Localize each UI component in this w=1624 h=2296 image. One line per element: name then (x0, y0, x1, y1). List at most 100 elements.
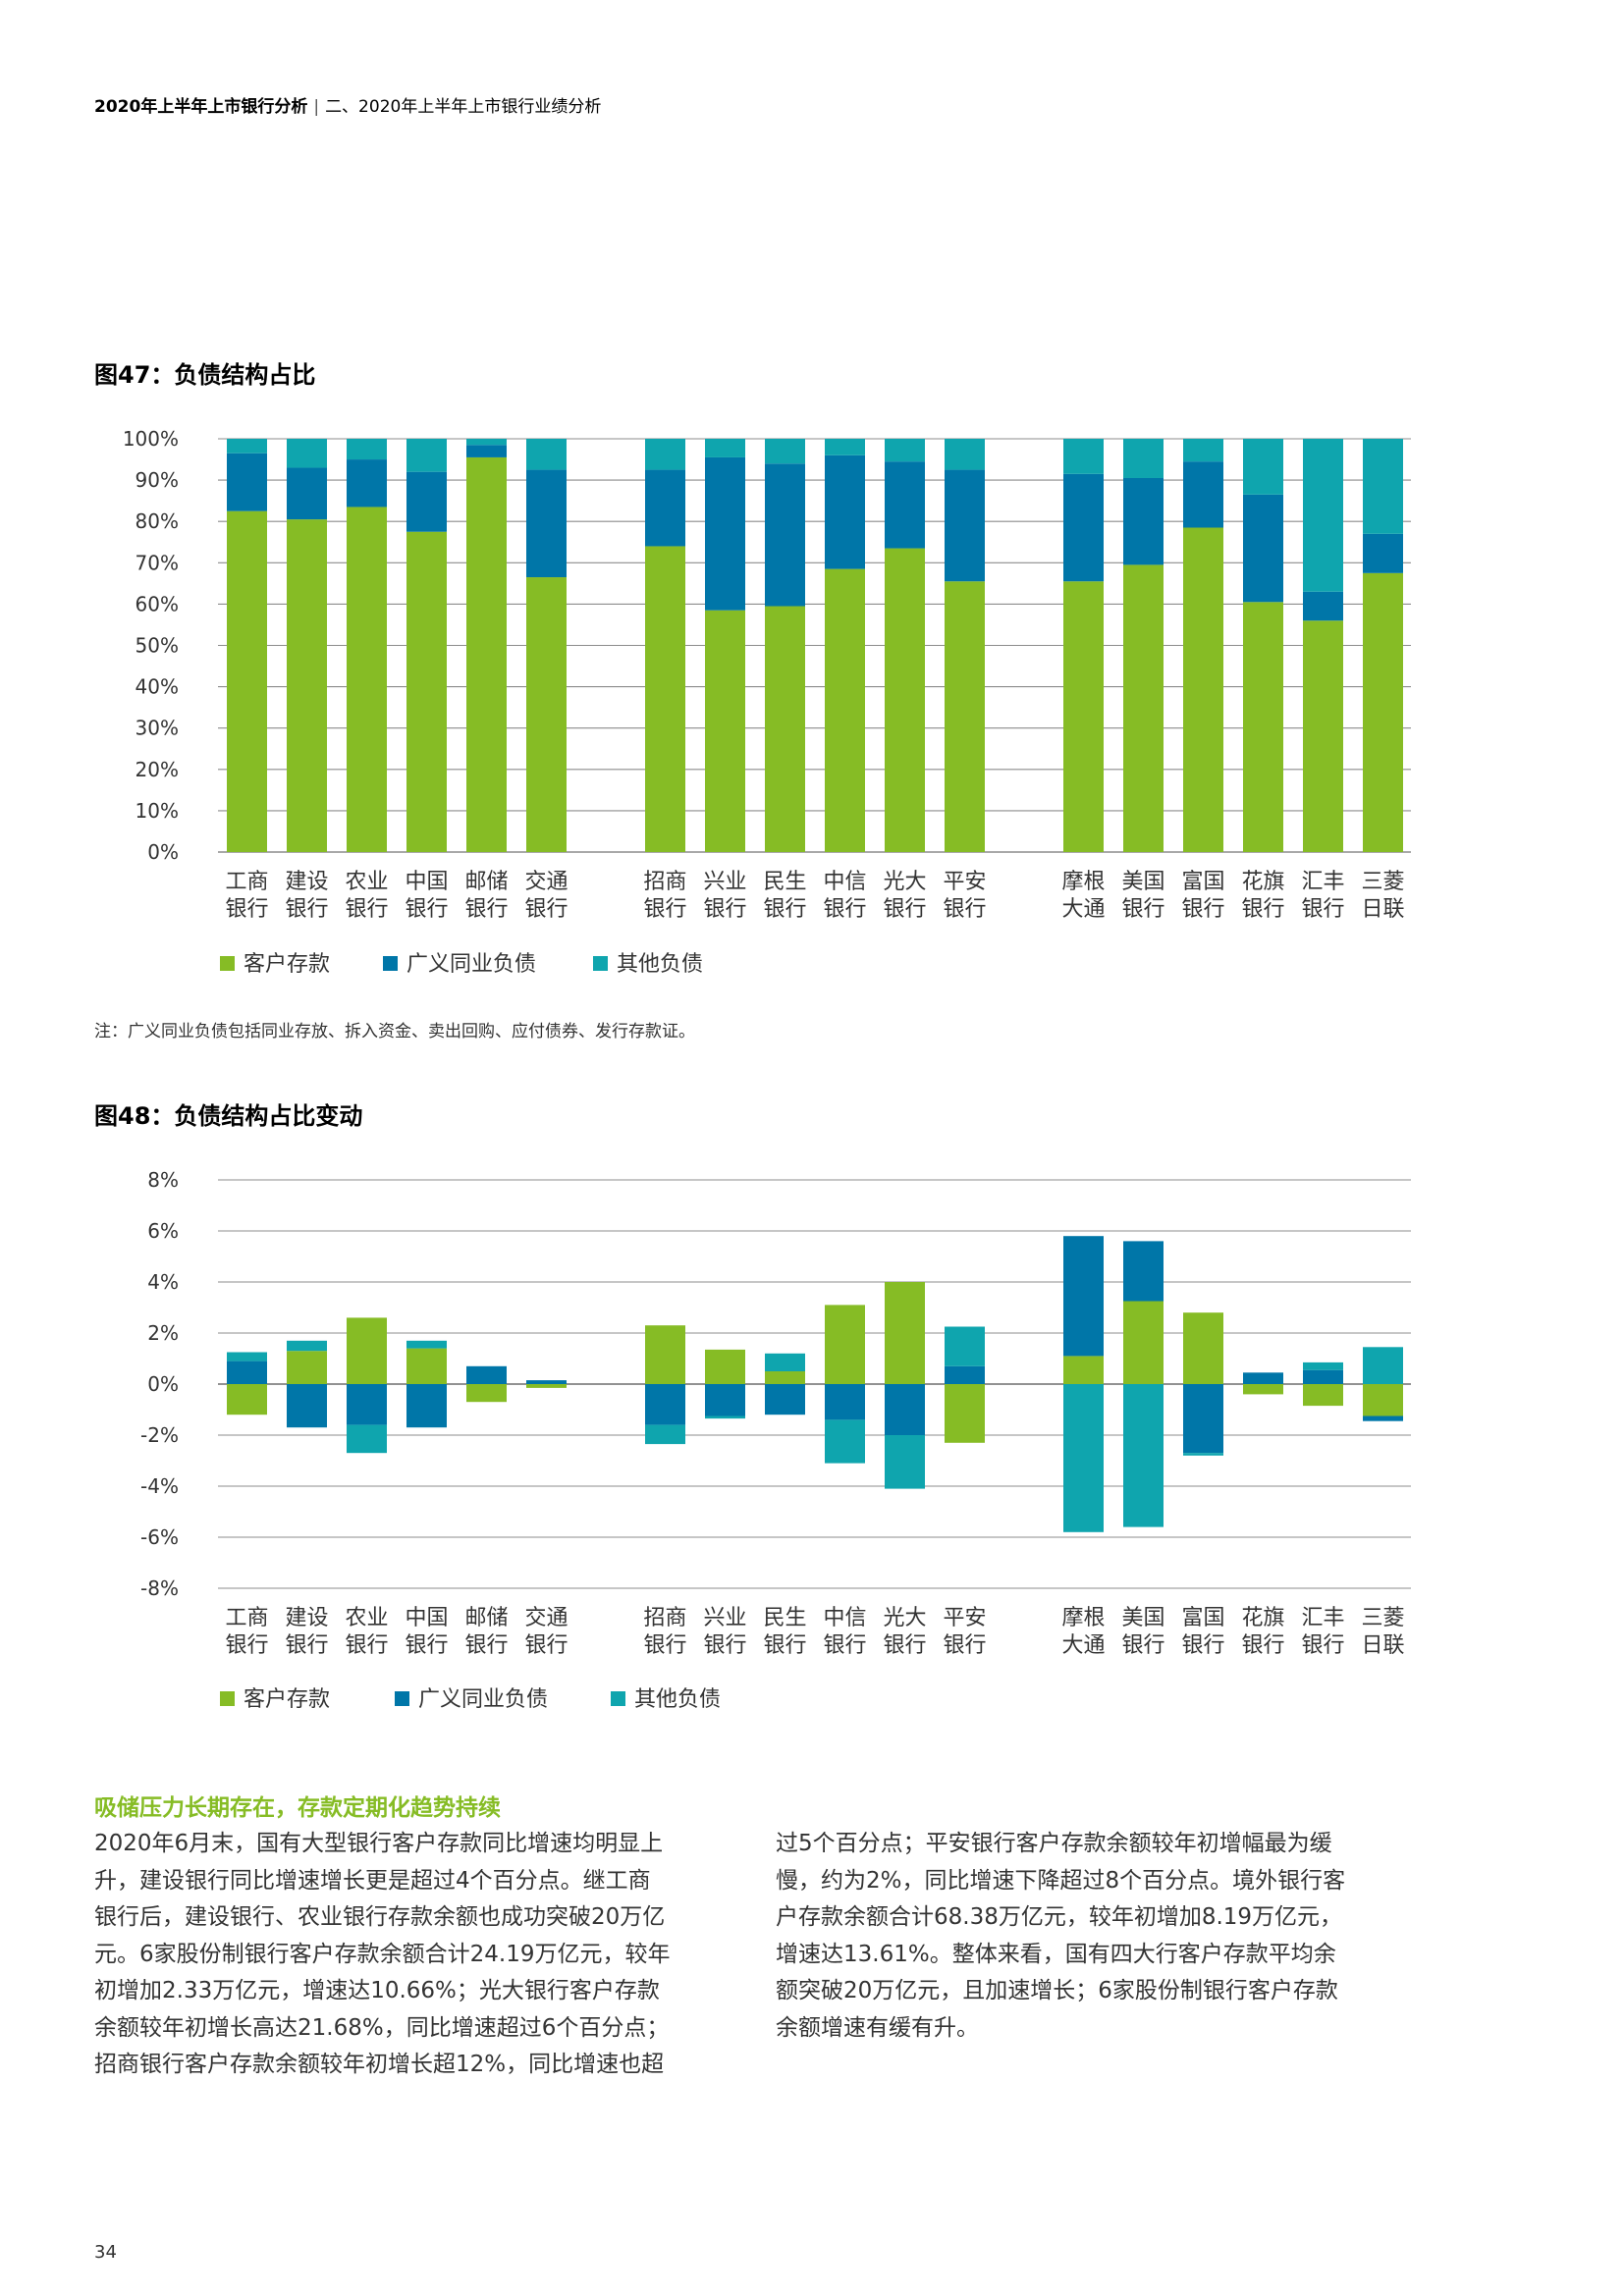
bar-segment (645, 439, 685, 470)
body-line: 慢，约为2%，同比增速下降超过8个百分点。境外银行客 (776, 1863, 1424, 1900)
body-line: 余额较年初增长高达21.68%，同比增速超过6个百分点； (94, 2010, 737, 2048)
y-tick-label: 20% (135, 758, 179, 781)
bar-segment (406, 532, 447, 852)
category-label: 银行 (405, 897, 448, 922)
category-label: 美国 (1121, 870, 1164, 894)
bar-segment (347, 507, 387, 852)
bar-segment (1123, 1241, 1164, 1301)
category-label: 花旗 (1241, 870, 1284, 894)
bar-segment (1243, 1384, 1283, 1394)
category-label: 邮储 (464, 1606, 508, 1630)
legend-swatch (220, 956, 235, 971)
bar-segment (287, 467, 327, 519)
bar-segment (705, 439, 745, 457)
figure-47-title: 图47：负债结构占比 (94, 355, 315, 390)
bar-segment (945, 1327, 985, 1366)
category-label: 交通 (524, 1606, 568, 1630)
bar-segment (945, 1366, 985, 1384)
bar-segment (645, 1384, 685, 1425)
category-label: 银行 (345, 1633, 388, 1658)
body-line: 元。6家股份制银行客户存款余额合计24.19万亿元，较年 (94, 1937, 737, 1974)
bar-segment (1303, 1370, 1343, 1384)
category-label: 中国 (405, 1606, 448, 1630)
bar-segment (765, 607, 805, 852)
bar-segment (1123, 478, 1164, 564)
body-line: 银行后，建设银行、农业银行存款余额也成功突破20万亿 (94, 1899, 737, 1937)
bar-segment (227, 511, 267, 852)
legend-label: 广义同业负债 (406, 952, 536, 977)
bar-segment (945, 581, 985, 852)
bar-segment (765, 439, 805, 463)
bar-segment (406, 1349, 447, 1384)
bar-segment (1243, 1372, 1283, 1384)
category-label: 招商 (643, 870, 686, 894)
legend-swatch (383, 956, 398, 971)
bar-segment (1063, 1384, 1104, 1532)
category-label: 银行 (225, 897, 268, 922)
y-tick-label: 70% (135, 551, 179, 574)
bar-segment (1243, 439, 1283, 495)
legend-label: 客户存款 (244, 952, 330, 977)
bar-segment (765, 1384, 805, 1415)
category-label: 建设 (285, 1606, 328, 1630)
category-label: 银行 (1301, 897, 1344, 922)
category-label: 邮储 (464, 870, 508, 894)
category-label: 大通 (1061, 897, 1105, 922)
category-label: 汇丰 (1301, 870, 1344, 894)
bar-segment (825, 455, 865, 569)
header-separator: | (313, 97, 319, 117)
y-tick-label: 60% (135, 592, 179, 615)
bar-segment (526, 1384, 567, 1388)
category-label: 中国 (405, 870, 448, 894)
bar-segment (885, 1282, 925, 1384)
chart-liability-structure: 0%10%20%30%40%50%60%70%80%90%100%工商银行建设银… (0, 412, 1624, 1001)
bar-segment (1123, 439, 1164, 478)
bar-segment (885, 549, 925, 852)
bar-segment (287, 1384, 327, 1427)
bar-segment (1363, 1384, 1403, 1416)
category-label: 银行 (643, 1633, 686, 1658)
y-tick-label: -6% (140, 1525, 179, 1549)
bar-segment (645, 1325, 685, 1384)
bar-segment (1303, 1362, 1343, 1370)
category-label: 工商 (225, 870, 268, 894)
bar-segment (645, 470, 685, 547)
bar-segment (1123, 564, 1164, 852)
bar-segment (1123, 1302, 1164, 1385)
figure-47-note: 注：广义同业负债包括同业存放、拆入资金、卖出回购、应付债券、发行存款证。 (94, 1017, 695, 1041)
bar-segment (945, 439, 985, 470)
category-label: 日联 (1361, 897, 1404, 922)
category-label: 工商 (225, 1606, 268, 1630)
legend-swatch (220, 1691, 235, 1706)
bar-segment (705, 1350, 745, 1384)
category-label: 银行 (1241, 897, 1284, 922)
bar-segment (1303, 592, 1343, 620)
category-label: 银行 (524, 1633, 568, 1658)
bar-segment (526, 470, 567, 577)
y-tick-label: 8% (147, 1168, 179, 1192)
category-label: 交通 (524, 870, 568, 894)
category-label: 民生 (763, 870, 806, 894)
category-label: 银行 (524, 897, 568, 922)
bar-segment (466, 445, 507, 457)
bar-segment (347, 459, 387, 507)
y-tick-label: -4% (140, 1474, 179, 1498)
bar-segment (765, 1354, 805, 1371)
bar-segment (885, 439, 925, 461)
bar-segment (1243, 602, 1283, 852)
category-label: 银行 (285, 1633, 328, 1658)
category-label: 银行 (883, 1633, 926, 1658)
body-text-left-column: 2020年6月末，国有大型银行客户存款同比增速均明显上 升，建设银行同比增速增长… (94, 1826, 737, 2084)
bar-segment (645, 546, 685, 852)
bar-segment (1183, 1453, 1223, 1456)
bar-segment (1303, 1384, 1343, 1406)
y-tick-label: -2% (140, 1423, 179, 1447)
category-label: 农业 (345, 1606, 388, 1630)
bar-segment (526, 577, 567, 852)
bar-segment (526, 439, 567, 470)
category-label: 银行 (1181, 1633, 1224, 1658)
category-label: 银行 (823, 897, 866, 922)
category-label: 建设 (285, 870, 328, 894)
category-label: 银行 (285, 897, 328, 922)
y-tick-label: 50% (135, 634, 179, 658)
